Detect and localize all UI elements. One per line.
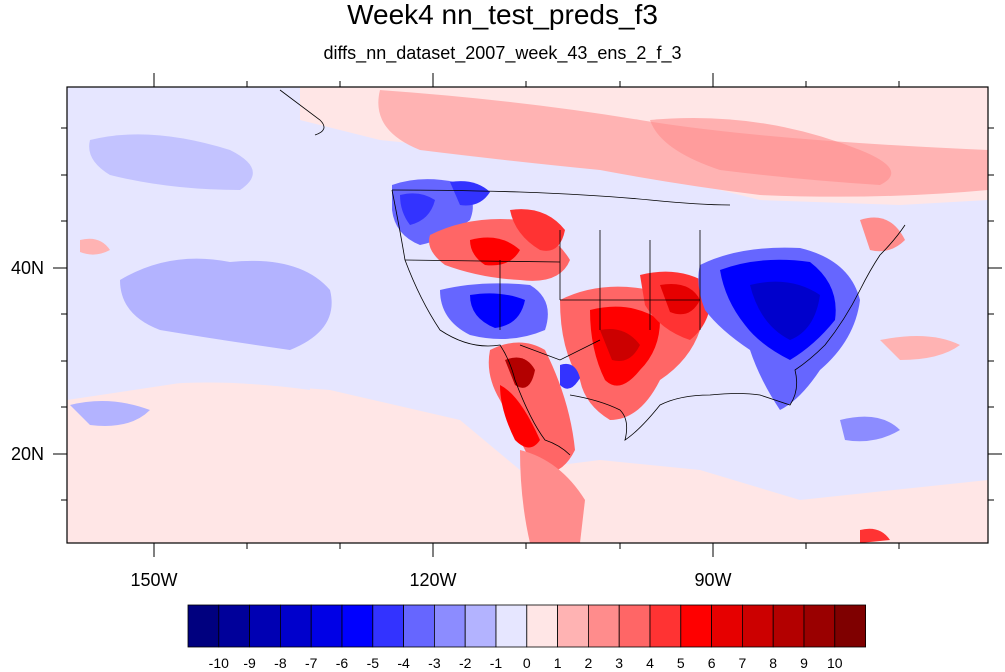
colorbar-swatch bbox=[187, 604, 220, 648]
colorbar-swatch bbox=[711, 604, 743, 648]
colorbar-swatch bbox=[680, 604, 712, 648]
colorbar-swatch bbox=[341, 604, 374, 648]
colorbar-label: -1 bbox=[490, 655, 503, 671]
colorbar-label: 2 bbox=[585, 655, 593, 671]
y-axis-ticks bbox=[53, 127, 1002, 501]
colorbar-label: 1 bbox=[554, 655, 562, 671]
colorbar-label: -2 bbox=[459, 655, 472, 671]
colorbar-label: 8 bbox=[769, 655, 777, 671]
colorbar-swatch bbox=[772, 604, 805, 648]
colorbar-label: -9 bbox=[243, 655, 256, 671]
colorbar-label: -3 bbox=[428, 655, 441, 671]
x-tick-label: 120W bbox=[409, 570, 456, 590]
colorbar-swatch bbox=[495, 604, 528, 648]
colorbar-swatch bbox=[464, 604, 497, 648]
colorbar-label: -6 bbox=[336, 655, 349, 671]
y-tick-label: 40N bbox=[11, 258, 44, 278]
x-tick-label: 150W bbox=[130, 570, 177, 590]
colorbar-label: 7 bbox=[739, 655, 747, 671]
colorbar-swatch bbox=[834, 604, 866, 648]
colorbar-label: 6 bbox=[708, 655, 716, 671]
colorbar-swatch bbox=[557, 604, 589, 648]
colorbar-swatch bbox=[588, 604, 620, 648]
colorbar-label: 5 bbox=[677, 655, 685, 671]
colorbar-swatch bbox=[403, 604, 435, 648]
colorbar-swatch bbox=[279, 604, 312, 648]
colorbar-swatch bbox=[742, 604, 774, 648]
chart-subtitle: diffs_nn_dataset_2007_week_43_ens_2_f_3 bbox=[323, 43, 682, 63]
colorbar-swatch bbox=[372, 604, 404, 648]
coastlines bbox=[279, 89, 906, 456]
anomaly-field bbox=[67, 87, 988, 543]
colorbar-label: 4 bbox=[646, 655, 654, 671]
colorbar-label: 0 bbox=[523, 655, 531, 671]
colorbar-swatch bbox=[433, 604, 466, 648]
colorbar-label: 3 bbox=[615, 655, 623, 671]
colorbar: -10 -9 -8 -7 -6 -5 -4 -3 -2 -1 0 1 2 3 4 5 6 7 8 9 10 bbox=[187, 604, 866, 671]
colorbar-swatch bbox=[618, 604, 651, 648]
colorbar-swatch bbox=[249, 604, 281, 648]
colorbar-label: -4 bbox=[397, 655, 410, 671]
colorbar-label: -7 bbox=[305, 655, 318, 671]
colorbar-label: -8 bbox=[274, 655, 287, 671]
x-axis-ticks bbox=[153, 73, 900, 557]
colorbar-label: 9 bbox=[800, 655, 808, 671]
y-tick-label: 20N bbox=[11, 444, 44, 464]
colorbar-swatch bbox=[526, 604, 558, 648]
colorbar-label: -10 bbox=[209, 655, 229, 671]
colorbar-label: -5 bbox=[367, 655, 380, 671]
colorbar-swatch bbox=[310, 604, 343, 648]
x-tick-label: 90W bbox=[694, 570, 731, 590]
chart-title: Week4 nn_test_preds_f3 bbox=[347, 0, 658, 30]
map-frame bbox=[66, 86, 989, 544]
colorbar-swatch bbox=[803, 604, 836, 648]
colorbar-label: 10 bbox=[827, 655, 843, 671]
colorbar-swatch bbox=[649, 604, 682, 648]
colorbar-swatch bbox=[218, 604, 251, 648]
